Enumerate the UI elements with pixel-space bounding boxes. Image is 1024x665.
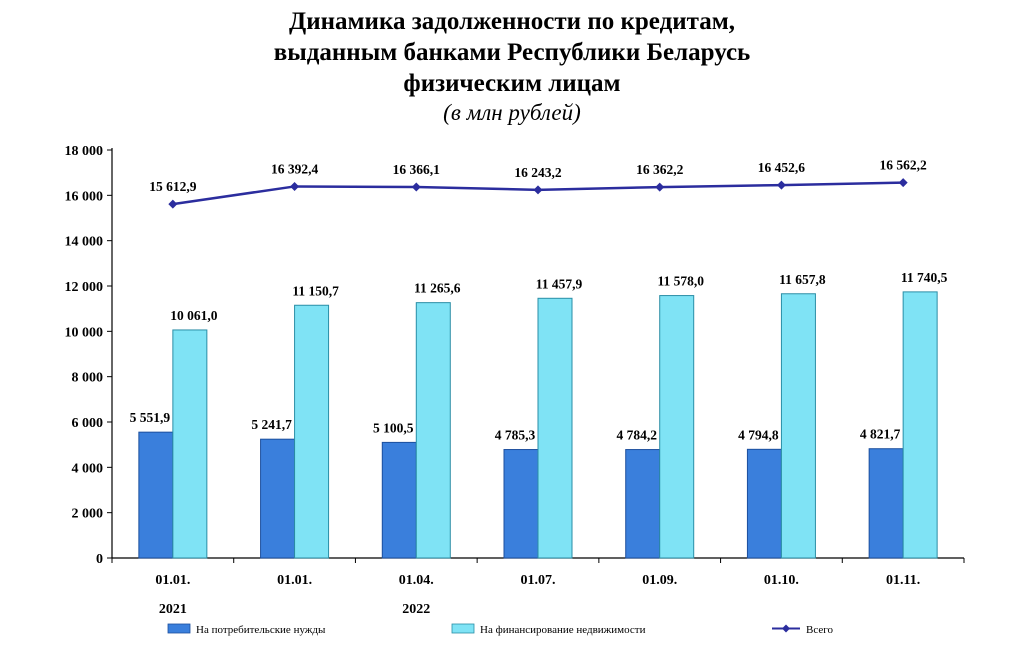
bar-realestate (172, 329, 208, 559)
y-tick-label: 2 000 (72, 507, 104, 522)
total-point (533, 185, 543, 195)
legend-swatch-consumer (167, 623, 191, 634)
bar-realestate-value-label: 11 657,8 (779, 272, 826, 287)
y-tick-label: 14 000 (65, 235, 104, 250)
y-tick-label: 8 000 (72, 371, 104, 386)
y-tick-label: 12 000 (65, 280, 104, 295)
x-category-label: 01.04. (399, 573, 434, 588)
bar-consumer (260, 438, 296, 559)
total-value-label: 16 362,2 (636, 162, 684, 177)
x-category-label: 01.01. (155, 573, 190, 588)
bar-realestate-value-label: 11 265,6 (414, 281, 461, 296)
y-tick-label: 10 000 (65, 325, 104, 340)
bar-realestate (537, 297, 573, 559)
bar-realestate-value-label: 11 457,9 (536, 276, 583, 291)
bar-realestate-value-label: 11 578,0 (657, 274, 704, 289)
y-tick-label: 18 000 (65, 144, 104, 159)
x-year-label: 2022 (402, 602, 430, 617)
x-category-label: 01.07. (521, 573, 556, 588)
total-point (776, 180, 786, 190)
x-year-label: 2021 (159, 602, 187, 617)
bar-consumer (138, 431, 174, 559)
chart-title-line-2: выданным банками Республики Беларусь (273, 39, 751, 66)
bar-consumer (868, 448, 904, 559)
chart-title-line-3: физическим лицам (403, 70, 621, 97)
bar-realestate (415, 302, 451, 559)
bar-consumer (503, 449, 539, 559)
bar-realestate-value-label: 10 061,0 (170, 308, 218, 323)
bar-consumer-value-label: 5 551,9 (130, 410, 171, 425)
y-tick-label: 0 (96, 552, 103, 567)
bar-consumer-value-label: 4 821,7 (860, 427, 901, 442)
total-point (411, 182, 421, 192)
x-category-label: 01.01. (277, 573, 312, 588)
total-value-label: 16 562,2 (880, 158, 928, 173)
bar-realestate-value-label: 11 740,5 (901, 270, 948, 285)
y-tick-label: 16 000 (65, 189, 104, 204)
bar-consumer-value-label: 4 784,2 (616, 428, 657, 443)
x-category-label: 01.11. (886, 573, 920, 588)
bar-realestate (780, 293, 816, 559)
total-value-label: 15 612,9 (149, 179, 197, 194)
x-category-label: 01.09. (642, 573, 677, 588)
bar-consumer (625, 449, 661, 559)
chart-title-line-1: Динамика задолженности по кредитам, (289, 8, 735, 35)
chart-subtitle: (в млн рублей) (443, 100, 581, 125)
legend-swatch-realestate (451, 623, 475, 634)
bar-consumer (381, 441, 417, 559)
total-point (168, 199, 178, 209)
total-point (290, 181, 300, 191)
total-value-label: 16 366,1 (393, 162, 441, 177)
bar-consumer-value-label: 4 785,3 (495, 428, 536, 443)
x-category-label: 01.10. (764, 573, 799, 588)
bar-consumer-value-label: 5 100,5 (373, 420, 414, 435)
bar-realestate (659, 295, 695, 559)
y-tick-label: 6 000 (72, 416, 104, 431)
total-point (898, 178, 908, 188)
bar-consumer-value-label: 4 794,8 (738, 427, 779, 442)
bar-consumer (746, 448, 782, 559)
total-point (655, 182, 665, 192)
legend-label-total: Всего (806, 624, 833, 636)
bar-realestate-value-label: 11 150,7 (292, 283, 339, 298)
bar-realestate (294, 304, 330, 559)
chart-title-block: Динамика задолженности по кредитам, выда… (0, 6, 1024, 127)
total-value-label: 16 452,6 (758, 160, 806, 175)
total-value-label: 16 243,2 (514, 165, 562, 180)
legend-label-realestate: На финансирование недвижимости (480, 624, 646, 636)
total-value-label: 16 392,4 (271, 161, 319, 176)
y-tick-label: 4 000 (72, 461, 104, 476)
bar-consumer-value-label: 5 241,7 (251, 417, 292, 432)
legend-marker-total (782, 624, 790, 633)
legend-label-consumer: На потребительские нужды (196, 624, 326, 636)
bar-realestate (902, 291, 938, 559)
